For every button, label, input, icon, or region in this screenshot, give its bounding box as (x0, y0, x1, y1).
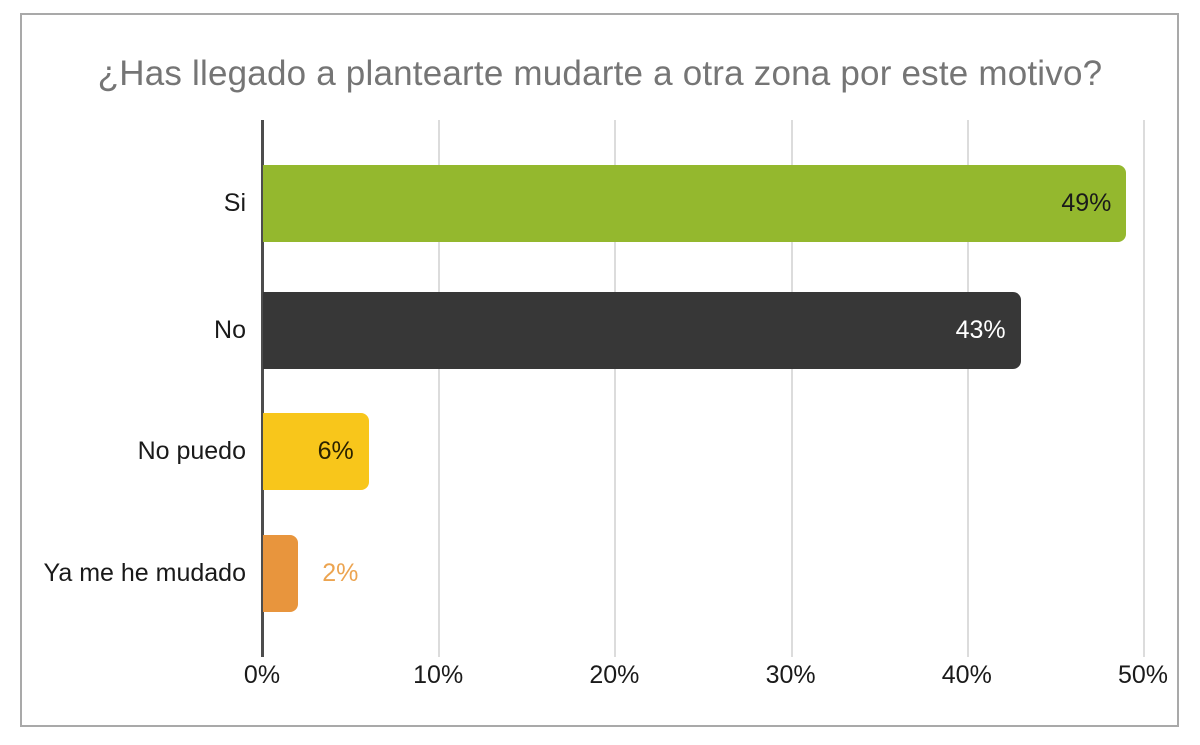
x-tick-label-40: 40% (941, 661, 992, 689)
gridline-20pct (614, 120, 617, 657)
chart-title: ¿Has llegado a plantearte mudarte a otra… (97, 54, 1103, 93)
plot-area: 49% 43% 6% 2% (261, 120, 1162, 657)
x-tick-label-30: 30% (765, 661, 816, 689)
gridline-40pct (966, 120, 969, 657)
value-label-ya-me-he-mudado: 2% (322, 559, 359, 587)
category-label-si: Si (223, 189, 246, 217)
bar-ya-me-he-mudado: 2% (263, 535, 358, 612)
x-tick-label-0: 0% (243, 661, 281, 689)
y-axis-line (261, 120, 264, 657)
bar-no: 43% (263, 292, 1021, 369)
category-label-ya-me-he-mudado: Ya me he mudado (43, 559, 246, 587)
x-tick-label-10: 10% (413, 661, 464, 689)
gridline-30pct (790, 120, 793, 657)
chart-frame (20, 13, 1179, 727)
bar-si: 49% (263, 165, 1127, 242)
x-tick-label-20: 20% (589, 661, 640, 689)
gridline-50pct (1143, 120, 1145, 657)
gridline-10pct (438, 120, 441, 657)
value-label-no-puedo: 6% (317, 437, 354, 465)
value-label-si: 49% (1061, 189, 1112, 217)
category-label-no-puedo: No puedo (137, 437, 246, 465)
value-label-no: 43% (955, 316, 1006, 344)
category-label-no: No (214, 316, 246, 344)
bar-no-puedo: 6% (263, 413, 369, 490)
x-tick-label-50: 50% (1117, 661, 1169, 689)
